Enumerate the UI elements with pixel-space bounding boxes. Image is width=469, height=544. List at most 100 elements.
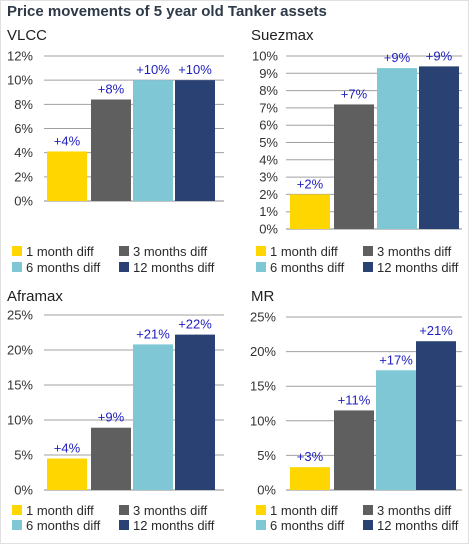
aframax-y-tick-label: 20%	[7, 343, 33, 358]
vlcc-y-tick-label: 8%	[14, 97, 33, 112]
aframax-data-label: +22%	[178, 317, 212, 332]
vlcc-legend-swatch	[119, 246, 129, 256]
vlcc-y-tick-label: 10%	[7, 73, 33, 88]
vlcc-y-tick-label: 4%	[14, 145, 33, 160]
suezmax-y-tick-label: 5%	[259, 135, 278, 150]
vlcc-y-tick-label: 0%	[14, 194, 33, 209]
mr-data-label: +3%	[297, 449, 324, 464]
aframax-legend-label: 3 months diff	[133, 503, 208, 518]
vlcc-chart-title: VLCC	[7, 27, 47, 44]
aframax-legend-swatch	[12, 505, 22, 515]
suezmax-bar-1	[290, 194, 330, 229]
suezmax-y-tick-label: 1%	[259, 204, 278, 219]
suezmax-legend-label: 3 months diff	[377, 244, 452, 259]
suezmax-data-label: +7%	[341, 86, 368, 101]
mr-y-tick-label: 15%	[250, 379, 276, 394]
mr-y-tick-label: 25%	[250, 310, 276, 325]
mr-y-tick-label: 0%	[257, 483, 276, 498]
vlcc-bar-1	[47, 151, 87, 201]
mr-data-label: +11%	[338, 392, 371, 407]
aframax-legend-swatch	[119, 505, 129, 515]
suezmax-legend-label: 6 months diff	[270, 260, 345, 275]
vlcc-legend-swatch	[12, 262, 22, 272]
mr-legend-swatch	[256, 520, 266, 530]
suezmax-y-tick-label: 0%	[259, 222, 278, 237]
vlcc-data-label: +4%	[54, 133, 81, 148]
aframax-legend-label: 6 months diff	[26, 518, 101, 533]
suezmax-y-tick-label: 9%	[259, 66, 278, 81]
suezmax-y-tick-label: 3%	[259, 170, 278, 185]
suezmax-chart-title: Suezmax	[251, 27, 314, 44]
vlcc-legend-label: 12 months diff	[133, 260, 215, 275]
suezmax-y-tick-label: 4%	[259, 152, 278, 167]
mr-data-label: +17%	[379, 352, 413, 367]
suezmax-legend-swatch	[256, 246, 266, 256]
mr-data-label: +21%	[419, 323, 453, 338]
vlcc-bar-3	[133, 80, 173, 201]
aframax-bar-4	[175, 334, 215, 490]
suezmax-bar-2	[334, 104, 374, 229]
mr-legend-label: 1 month diff	[270, 503, 338, 518]
aframax-legend-swatch	[12, 520, 22, 530]
suezmax-data-label: +9%	[384, 50, 411, 65]
mr-legend-swatch	[256, 505, 266, 515]
suezmax-legend-label: 12 months diff	[377, 260, 459, 275]
suezmax-bar-4	[419, 66, 459, 229]
aframax-bar-1	[47, 458, 87, 490]
aframax-y-tick-label: 10%	[7, 413, 33, 428]
suezmax-y-tick-label: 10%	[252, 49, 278, 64]
aframax-legend-label: 1 month diff	[26, 503, 94, 518]
suezmax-y-tick-label: 7%	[259, 100, 278, 115]
suezmax-legend-swatch	[363, 262, 373, 272]
aframax-y-tick-label: 25%	[7, 308, 33, 323]
vlcc-bar-4	[175, 80, 215, 201]
vlcc-y-tick-label: 6%	[14, 121, 33, 136]
suezmax-y-tick-label: 2%	[259, 187, 278, 202]
aframax-bar-2	[91, 427, 131, 490]
vlcc-data-label: +10%	[136, 62, 170, 77]
mr-y-tick-label: 10%	[250, 413, 276, 428]
mr-bar-2	[334, 410, 374, 490]
mr-legend-swatch	[363, 520, 373, 530]
mr-bar-1	[290, 467, 330, 490]
vlcc-bar-2	[91, 99, 131, 201]
vlcc-legend-label: 3 months diff	[133, 244, 208, 259]
vlcc-data-label: +8%	[98, 82, 125, 97]
vlcc-y-tick-label: 12%	[7, 49, 33, 64]
vlcc-legend-label: 1 month diff	[26, 244, 94, 259]
mr-legend-label: 6 months diff	[270, 518, 345, 533]
suezmax-y-tick-label: 8%	[259, 83, 278, 98]
mr-chart-title: MR	[251, 288, 274, 305]
mr-legend-label: 12 months diff	[377, 518, 459, 533]
aframax-data-label: +9%	[98, 410, 125, 425]
suezmax-bar-3	[377, 68, 417, 229]
aframax-bar-3	[133, 344, 173, 490]
suezmax-legend-swatch	[363, 246, 373, 256]
aframax-y-tick-label: 15%	[7, 378, 33, 393]
suezmax-legend-swatch	[256, 262, 266, 272]
vlcc-legend-swatch	[12, 246, 22, 256]
vlcc-legend-label: 6 months diff	[26, 260, 101, 275]
suezmax-data-label: +9%	[426, 48, 453, 63]
page-title: Price movements of 5 year old Tanker ass…	[7, 3, 327, 20]
vlcc-legend-swatch	[119, 262, 129, 272]
mr-bar-3	[376, 370, 416, 490]
suezmax-data-label: +2%	[297, 176, 324, 191]
aframax-y-tick-label: 0%	[14, 483, 33, 498]
suezmax-legend-label: 1 month diff	[270, 244, 338, 259]
mr-legend-label: 3 months diff	[377, 503, 452, 518]
aframax-data-label: +21%	[136, 326, 170, 341]
vlcc-data-label: +10%	[178, 62, 212, 77]
aframax-legend-label: 12 months diff	[133, 518, 215, 533]
aframax-y-tick-label: 5%	[14, 448, 33, 463]
mr-y-tick-label: 20%	[250, 344, 276, 359]
suezmax-y-tick-label: 6%	[259, 118, 278, 133]
aframax-data-label: +4%	[54, 441, 81, 456]
vlcc-y-tick-label: 2%	[14, 169, 33, 184]
aframax-chart-title: Aframax	[7, 288, 63, 305]
aframax-legend-swatch	[119, 520, 129, 530]
mr-bar-4	[416, 341, 456, 490]
mr-y-tick-label: 5%	[257, 448, 276, 463]
mr-legend-swatch	[363, 505, 373, 515]
